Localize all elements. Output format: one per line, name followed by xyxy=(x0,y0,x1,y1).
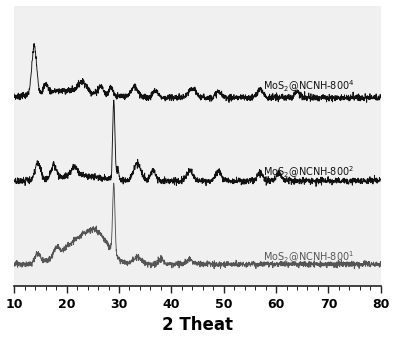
Text: MoS$_2$@NCNH-800$^1$: MoS$_2$@NCNH-800$^1$ xyxy=(263,249,354,265)
Text: MoS$_2$@NCNH-800$^4$: MoS$_2$@NCNH-800$^4$ xyxy=(263,79,355,94)
X-axis label: 2 Theat: 2 Theat xyxy=(162,317,233,335)
Text: MoS$_2$@NCNH-800$^2$: MoS$_2$@NCNH-800$^2$ xyxy=(263,164,354,180)
